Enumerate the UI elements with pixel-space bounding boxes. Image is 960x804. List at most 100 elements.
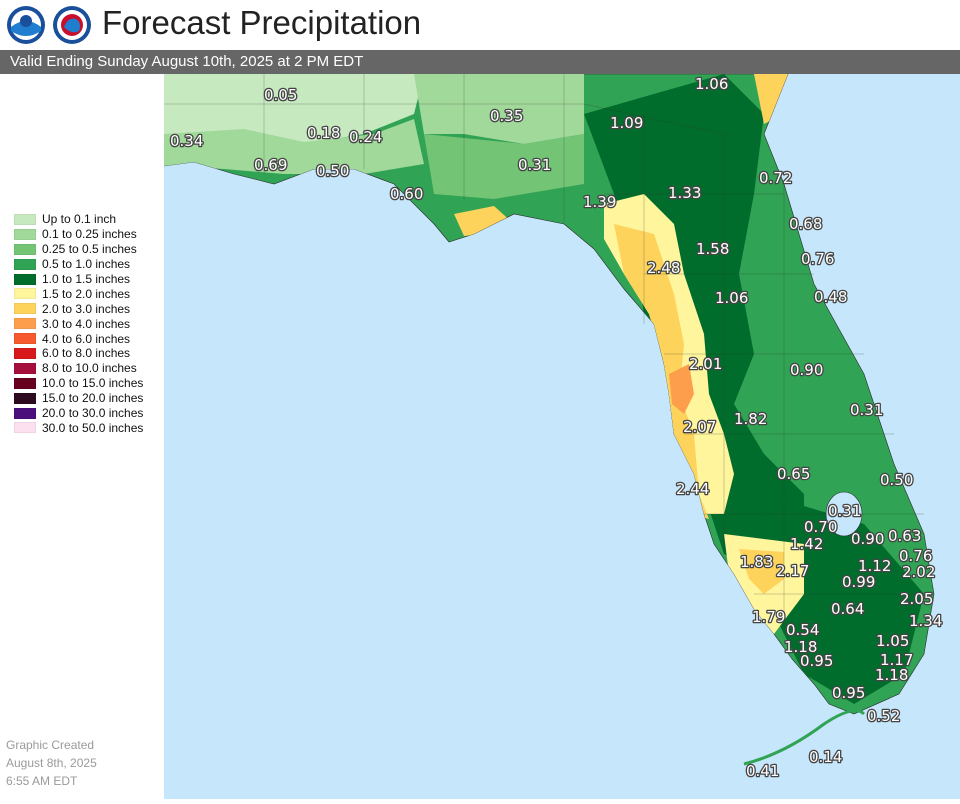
precip-value-label: 0.50 <box>880 471 913 489</box>
legend-swatch <box>14 392 36 404</box>
precip-value-label: 0.05 <box>264 86 297 104</box>
precipitation-map[interactable]: 0.05 0.18 0.24 0.34 0.69 0.50 0.60 0.35 0.31 1.06… <box>163 73 960 799</box>
precip-value-label: 0.69 <box>254 156 287 174</box>
legend-item: 1.5 to 2.0 inches <box>14 286 143 301</box>
created-line2: August 8th, 2025 <box>6 756 97 770</box>
precip-value-label: 0.95 <box>800 652 833 670</box>
precip-value-label: 2.07 <box>683 418 716 436</box>
precip-value-label: 1.34 <box>909 612 942 630</box>
zone-0-1-to-0-25 <box>164 119 424 174</box>
legend-label: 4.0 to 6.0 inches <box>42 331 131 346</box>
valid-time-bar: Valid Ending Sunday August 10th, 2025 at… <box>0 50 960 74</box>
page-title: Forecast Precipitation <box>102 4 422 41</box>
florida-keys <box>743 709 866 766</box>
legend-item: 8.0 to 10.0 inches <box>14 361 143 376</box>
precip-value-label: 0.24 <box>349 128 382 146</box>
legend-item: 6.0 to 8.0 inches <box>14 346 143 361</box>
zone-up-to-0-1 <box>164 74 424 144</box>
legend: Up to 0.1 inch 0.1 to 0.25 inches 0.25 to … <box>14 212 143 435</box>
precip-value-label: 0.72 <box>759 169 792 187</box>
legend-swatch <box>14 333 36 345</box>
precip-value-label: 0.64 <box>831 600 864 618</box>
precip-value-label: 2.44 <box>676 480 709 498</box>
precip-value-label: 0.54 <box>786 621 819 639</box>
noaa-logo <box>7 6 45 44</box>
precip-value-label: 1.18 <box>875 666 908 684</box>
precip-value-label: 0.35 <box>490 107 523 125</box>
legend-label: 0.5 to 1.0 inches <box>42 257 131 272</box>
legend-item: 20.0 to 30.0 inches <box>14 406 143 421</box>
legend-label: 10.0 to 15.0 inches <box>42 376 144 391</box>
legend-label: 6.0 to 8.0 inches <box>42 346 131 361</box>
precip-value-label: 1.05 <box>876 632 909 650</box>
precip-value-label: 1.33 <box>668 184 701 202</box>
legend-swatch <box>14 422 36 434</box>
precip-value-label: 0.90 <box>790 361 823 379</box>
sidebar: Up to 0.1 inch 0.1 to 0.25 inches 0.25 to … <box>0 74 164 799</box>
precip-value-label: 0.31 <box>828 502 861 520</box>
precip-value-label: 0.41 <box>746 762 779 780</box>
legend-swatch <box>14 362 36 374</box>
precip-value-label: 0.70 <box>804 518 837 536</box>
precip-value-label: 1.18 <box>784 638 817 656</box>
precip-value-label: 0.76 <box>801 250 834 268</box>
header: Forecast Precipitation <box>0 0 960 50</box>
legend-swatch <box>14 407 36 419</box>
precip-value-label: 0.18 <box>307 124 340 142</box>
legend-item: 3.0 to 4.0 inches <box>14 316 143 331</box>
legend-label: 8.0 to 10.0 inches <box>42 361 137 376</box>
legend-swatch <box>14 377 36 389</box>
created-info: Graphic Created August 8th, 2025 6:55 AM… <box>6 736 97 790</box>
legend-label: 15.0 to 20.0 inches <box>42 391 144 406</box>
legend-item: 10.0 to 15.0 inches <box>14 376 143 391</box>
legend-label: 20.0 to 30.0 inches <box>42 406 144 421</box>
precip-value-label: 0.50 <box>316 162 349 180</box>
legend-item: 1.0 to 1.5 inches <box>14 272 143 287</box>
legend-swatch <box>14 258 36 270</box>
legend-item: 2.0 to 3.0 inches <box>14 301 143 316</box>
legend-item: Up to 0.1 inch <box>14 212 143 227</box>
precip-value-label: 1.42 <box>790 535 823 553</box>
precip-value-label: 0.76 <box>899 547 932 565</box>
zone-0-1-to-0-25-b <box>414 74 584 144</box>
precip-value-label: 2.48 <box>647 259 680 277</box>
precip-value-label: 2.01 <box>689 355 722 373</box>
precip-value-label: 0.34 <box>170 132 203 150</box>
precip-value-label: 0.31 <box>850 401 883 419</box>
legend-label: 2.0 to 3.0 inches <box>42 301 131 316</box>
precip-value-label: 1.09 <box>610 114 643 132</box>
precip-value-label: 0.99 <box>842 573 875 591</box>
legend-label: 1.0 to 1.5 inches <box>42 272 131 286</box>
created-line1: Graphic Created <box>6 738 95 752</box>
zone-2-0-to-3-0-sw <box>739 549 784 594</box>
precip-value-label: 0.31 <box>518 156 551 174</box>
legend-label: Up to 0.1 inch <box>42 212 117 227</box>
legend-swatch <box>14 303 36 315</box>
legend-swatch <box>14 213 36 225</box>
precip-value-label: 0.90 <box>851 530 884 548</box>
precip-value-label: 1.39 <box>583 193 616 211</box>
legend-label: 30.0 to 50.0 inches <box>42 420 144 435</box>
precip-value-label: 0.60 <box>390 185 423 203</box>
legend-swatch <box>14 347 36 359</box>
precip-value-label: 1.17 <box>880 651 913 669</box>
legend-swatch <box>14 243 36 255</box>
created-line3: 6:55 AM EDT <box>6 774 78 788</box>
precip-value-label: 1.12 <box>858 557 891 575</box>
precip-value-label: 0.68 <box>789 215 822 233</box>
precip-value-label: 2.02 <box>902 563 935 581</box>
legend-swatch <box>14 273 36 285</box>
zone-3-0-to-4-0 <box>669 364 694 414</box>
precip-value-label: 1.82 <box>734 410 767 428</box>
legend-label: 3.0 to 4.0 inches <box>42 316 131 331</box>
map-svg: 0.05 0.18 0.24 0.34 0.69 0.50 0.60 0.35 0.31 1.06… <box>163 73 960 799</box>
legend-item: 4.0 to 6.0 inches <box>14 331 143 346</box>
legend-swatch <box>14 228 36 240</box>
precip-value-label: 0.48 <box>814 288 847 306</box>
legend-item: 0.25 to 0.5 inches <box>14 242 143 257</box>
valid-time-text: Valid Ending Sunday August 10th, 2025 at… <box>10 53 364 70</box>
precip-value-label: 2.05 <box>900 590 933 608</box>
legend-item: 30.0 to 50.0 inches <box>14 420 143 435</box>
precip-value-label: 0.63 <box>888 527 921 545</box>
nws-logo <box>53 6 91 44</box>
